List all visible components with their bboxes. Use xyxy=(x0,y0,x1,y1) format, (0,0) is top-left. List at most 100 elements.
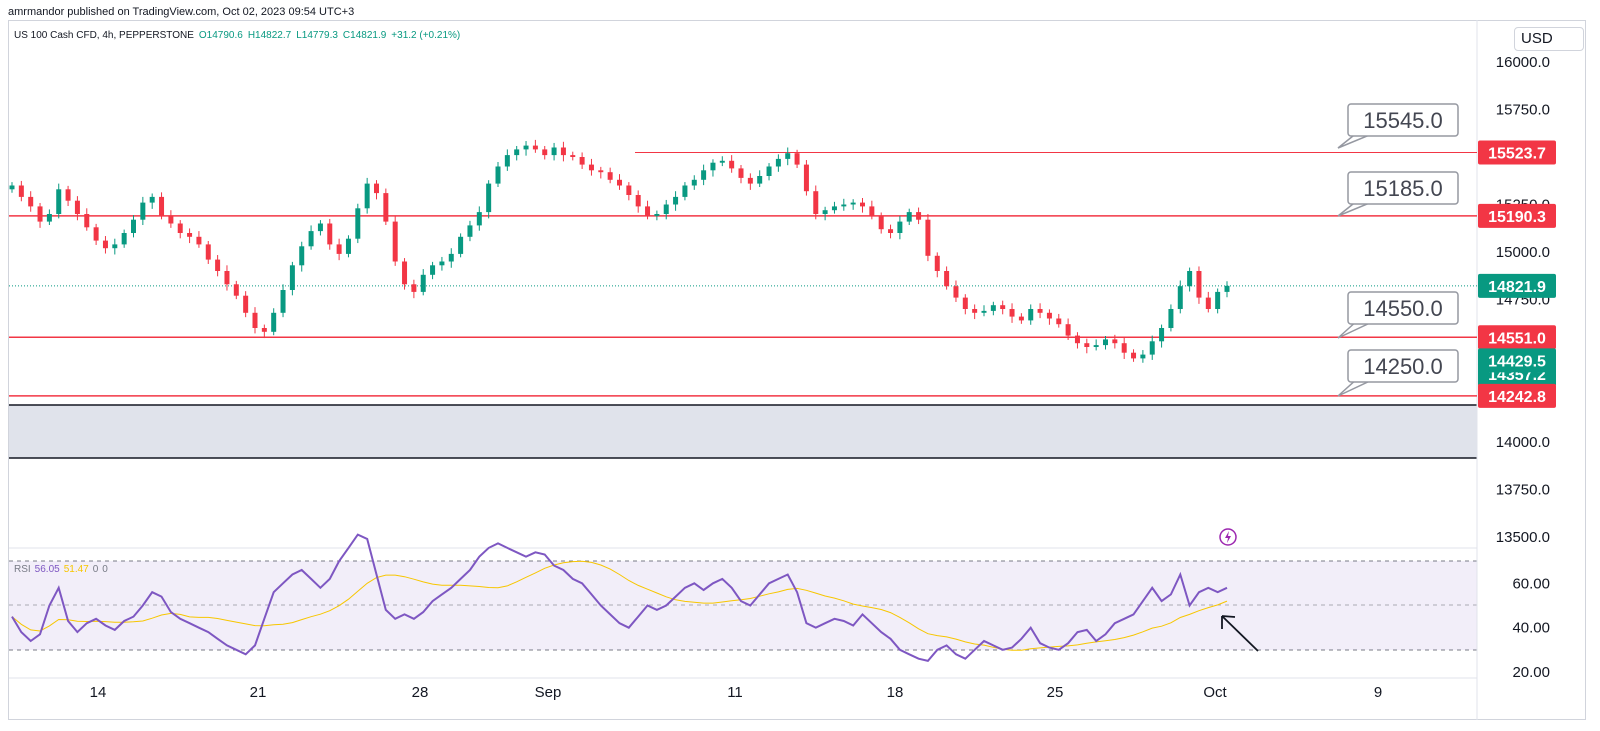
symbol-name[interactable]: US 100 Cash CFD, 4h, PEPPERSTONE xyxy=(14,30,194,41)
candle-body xyxy=(1093,345,1099,347)
candle-body xyxy=(785,153,791,159)
currency-button[interactable]: USD xyxy=(1514,27,1584,51)
candle-body xyxy=(1028,309,1034,321)
candle-body xyxy=(46,214,52,222)
chart-frame xyxy=(8,20,1586,720)
candle-body xyxy=(159,196,165,216)
date-tick: 9 xyxy=(1374,684,1382,701)
high-value: H14822.7 xyxy=(247,30,292,41)
candle-body xyxy=(243,295,249,313)
candle-body xyxy=(495,166,501,184)
candle-body xyxy=(1121,343,1127,353)
candle-body xyxy=(850,202,856,205)
candle-body xyxy=(953,286,959,298)
candle-body xyxy=(906,212,912,222)
price-tick: 15750.0 xyxy=(1496,102,1550,119)
date-tick: 18 xyxy=(887,684,904,701)
candle-body xyxy=(635,195,641,207)
candle-body xyxy=(1140,354,1146,359)
candle-body xyxy=(747,177,753,184)
candle-body xyxy=(869,206,875,216)
candle-body xyxy=(860,202,865,207)
rsi-extra-2: 0 xyxy=(102,564,108,575)
candle-body xyxy=(458,236,464,254)
candle-body xyxy=(1149,341,1155,355)
price-callout[interactable]: 14250.0 xyxy=(1337,349,1459,397)
price-tick: 13500.0 xyxy=(1496,529,1550,546)
candle-body xyxy=(962,297,968,309)
arrow-annotation[interactable] xyxy=(1221,615,1259,652)
candle-body xyxy=(327,223,333,245)
candle-body xyxy=(673,196,679,205)
publisher-caption: amrmandor published on TradingView.com, … xyxy=(8,6,355,18)
candle-body xyxy=(504,155,510,167)
candle-body xyxy=(149,196,155,203)
candle-body xyxy=(588,164,594,171)
candle-body xyxy=(196,236,202,245)
candle-body xyxy=(710,162,716,171)
price-callout[interactable]: 15545.0 xyxy=(1337,103,1459,149)
candle-body xyxy=(74,200,80,214)
candle-body xyxy=(411,284,417,292)
candle-body xyxy=(345,238,351,254)
date-tick: 11 xyxy=(727,684,743,701)
candle-body xyxy=(1215,291,1221,309)
candle-body xyxy=(925,219,931,256)
callout-text: 14250.0 xyxy=(1363,354,1443,379)
candle-body xyxy=(570,155,576,157)
price-callout[interactable]: 14550.0 xyxy=(1337,291,1459,339)
candle-body xyxy=(448,253,454,262)
candle-body xyxy=(308,231,314,247)
candle-body xyxy=(374,183,379,194)
candle-body xyxy=(383,193,389,222)
candle-body xyxy=(420,274,426,292)
rsi-tick: 60.00 xyxy=(1512,575,1550,592)
price-callout[interactable]: 15185.0 xyxy=(1337,171,1459,217)
candle-body xyxy=(822,210,828,214)
price-tick: 16000.0 xyxy=(1496,54,1550,71)
candle-body xyxy=(1009,309,1015,317)
candle-body xyxy=(1037,309,1043,313)
candle-body xyxy=(944,271,950,287)
svg-text:14429.5: 14429.5 xyxy=(1488,353,1546,370)
candle-body xyxy=(28,196,34,207)
candle-body xyxy=(888,229,894,233)
candle-body xyxy=(140,202,146,220)
candle-body xyxy=(607,172,613,180)
candle-body xyxy=(1065,324,1071,336)
candle-body xyxy=(878,215,884,230)
candle-body xyxy=(121,233,127,245)
alert-lightning-icon[interactable] xyxy=(1219,528,1237,546)
candle-body xyxy=(1074,335,1080,344)
candle-body xyxy=(102,240,108,249)
callout-text: 15545.0 xyxy=(1363,108,1443,133)
candle-body xyxy=(701,170,707,180)
low-value: L14779.3 xyxy=(296,30,338,41)
candle-body xyxy=(579,157,585,165)
close-value: C14821.9 xyxy=(342,30,387,41)
candle-body xyxy=(261,328,267,332)
price-tick: 15000.0 xyxy=(1496,244,1550,261)
callout-text: 15185.0 xyxy=(1363,176,1443,201)
candle-body xyxy=(794,153,800,165)
candle-body xyxy=(729,160,735,169)
candle-body xyxy=(645,206,651,216)
candle-body xyxy=(467,225,473,237)
candle-body xyxy=(205,244,211,260)
svg-text:14242.8: 14242.8 xyxy=(1488,389,1546,406)
candle-body xyxy=(1000,305,1006,309)
rsi-label[interactable]: RSI xyxy=(14,564,31,575)
candle-body xyxy=(1131,352,1137,359)
change-value: +31.2 (+0.21%) xyxy=(391,30,461,41)
candle-body xyxy=(112,244,118,249)
candle-body xyxy=(981,310,987,313)
candle-body xyxy=(37,206,43,222)
rsi-legend: RSI 56.05 51.47 0 0 xyxy=(14,564,108,575)
candle-body xyxy=(1177,286,1183,309)
date-tick: 25 xyxy=(1047,684,1064,701)
candle-body xyxy=(1196,271,1202,298)
callout-text: 14550.0 xyxy=(1363,296,1443,321)
candle-body xyxy=(1103,339,1108,346)
candle-body xyxy=(841,204,847,207)
